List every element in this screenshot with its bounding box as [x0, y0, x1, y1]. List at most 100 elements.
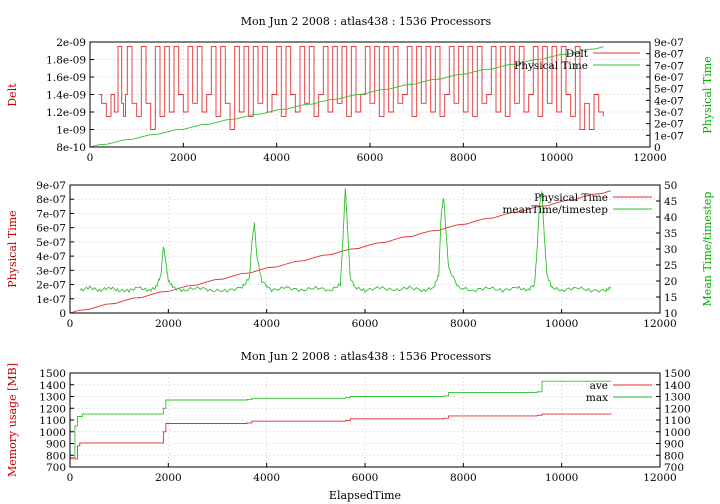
y-left-tick-label: 1.6e-09: [46, 72, 86, 84]
y-right-tick-label: 1300: [664, 392, 691, 404]
panel-3-legend: ave max: [586, 380, 652, 404]
legend-label-mean-time: meanTime/timestep: [502, 204, 608, 216]
y-left-tick-label: 1.4e-09: [46, 90, 86, 102]
y-left-tick-label: 1300: [39, 392, 66, 404]
series-line-ave: [70, 413, 612, 460]
series-line-max: [70, 380, 612, 459]
y-left-tick-label: 1.8e-09: [46, 55, 86, 67]
y-left-tick-label: 0: [59, 308, 66, 320]
x-tick-label: 8000: [450, 472, 477, 484]
x-tick-label: 2000: [170, 152, 197, 164]
y-right-tick-label: 900: [664, 439, 684, 451]
y-left-tick-label: 5e-07: [36, 237, 66, 249]
y-left-tick-label: 800: [46, 450, 66, 462]
y-left-tick-label: 2e-07: [36, 280, 66, 292]
x-tick-label: 6000: [357, 152, 384, 164]
y-right-tick-label: 0: [654, 142, 661, 154]
y-left-tick-label: 900: [46, 439, 66, 451]
y-right-tick-label: 50: [664, 180, 677, 192]
x-tick-label: 4000: [253, 472, 280, 484]
y-right-tick-label: 7e-07: [654, 60, 684, 72]
panel-1-right-axis-label: Physical Time: [701, 56, 714, 133]
panel-1-title: Mon Jun 2 2008 : atlas438 : 1536 Process…: [241, 15, 492, 28]
y-right-tick-label: 45: [664, 196, 677, 208]
panel-3-x-axis-label: ElapsedTime: [329, 489, 401, 502]
x-tick-label: 6000: [352, 472, 379, 484]
legend-label-max: max: [586, 392, 608, 404]
x-tick-label: 6000: [352, 318, 379, 330]
x-tick-label: 2000: [155, 472, 182, 484]
y-right-tick-label: 40: [664, 212, 677, 224]
y-right-tick-label: 3e-07: [654, 107, 684, 119]
panel-2-right-axis-label: Mean Time/timestep: [701, 192, 714, 307]
y-right-tick-label: 1000: [664, 427, 691, 439]
y-left-tick-label: 1400: [39, 380, 66, 392]
x-tick-label: 10000: [545, 318, 578, 330]
y-right-tick-label: 20: [664, 276, 677, 288]
y-left-tick-label: 1e-09: [56, 125, 86, 137]
panel-3-left-axis-label: Memory usage [MB]: [6, 363, 19, 477]
y-left-tick-label: 4e-07: [36, 251, 66, 263]
panel-2-legend: Physical Time meanTime/timestep: [502, 192, 652, 216]
panel-1-left-axis-label: Delt: [6, 83, 19, 107]
y-right-tick-label: 4e-07: [654, 95, 684, 107]
x-tick-label: 0: [67, 472, 74, 484]
y-right-tick-label: 1e-07: [654, 130, 684, 142]
y-right-tick-label: 1100: [664, 415, 691, 427]
chart-panel-1: Mon Jun 2 2008 : atlas438 : 1536 Process…: [6, 15, 714, 164]
x-tick-label: 8000: [450, 152, 477, 164]
y-right-tick-label: 1500: [664, 368, 691, 380]
y-right-tick-label: 8e-07: [654, 49, 684, 61]
panel-3-title: Mon Jun 2 2008 : atlas438 : 1536 Process…: [241, 350, 492, 363]
series-line-physical-time: [69, 190, 611, 314]
legend-label-physical-time: Physical Time: [514, 60, 588, 72]
panel-2-plot-frame: [69, 184, 661, 314]
y-right-tick-label: 15: [664, 292, 677, 304]
x-tick-label: 2000: [155, 318, 182, 330]
y-left-tick-label: 1e-07: [36, 294, 66, 306]
x-tick-label: 4000: [253, 318, 280, 330]
y-left-tick-label: 7e-07: [36, 208, 66, 220]
legend-label-physical-time-2: Physical Time: [534, 192, 608, 204]
y-right-tick-label: 1200: [664, 403, 691, 415]
x-tick-label: 12000: [643, 472, 676, 484]
y-right-tick-label: 30: [664, 244, 677, 256]
y-left-tick-label: 1000: [39, 427, 66, 439]
y-right-tick-label: 10: [664, 308, 677, 320]
y-left-tick-label: 3e-07: [36, 265, 66, 277]
y-left-tick-label: 700: [46, 462, 66, 474]
x-tick-label: 0: [67, 318, 74, 330]
panel-1-plot-frame: [89, 41, 651, 148]
y-left-tick-label: 9e-07: [36, 180, 66, 192]
x-tick-label: 8000: [450, 318, 477, 330]
x-tick-label: 10000: [540, 152, 573, 164]
y-left-tick-label: 1200: [39, 403, 66, 415]
x-tick-label: 12000: [633, 152, 666, 164]
series-line-meantime-timestep: [79, 187, 612, 293]
y-right-tick-label: 700: [664, 462, 684, 474]
y-left-tick-label: 1500: [39, 368, 66, 380]
chart-panel-3: Mon Jun 2 2008 : atlas438 : 1536 Process…: [6, 350, 691, 502]
legend-label-ave: ave: [590, 380, 608, 392]
series-line-physical-time: [89, 46, 604, 148]
x-tick-label: 12000: [643, 318, 676, 330]
y-right-tick-label: 1400: [664, 380, 691, 392]
x-tick-label: 0: [87, 152, 94, 164]
y-left-tick-label: 2e-09: [56, 37, 86, 49]
y-left-tick-label: 1100: [39, 415, 66, 427]
y-right-tick-label: 6e-07: [654, 72, 684, 84]
y-left-tick-label: 8e-07: [36, 194, 66, 206]
y-right-tick-label: 25: [664, 260, 677, 272]
chart-panel-2: 0 2000 4000 6000 8000 10000 1200001e-072e-073e…: [6, 180, 714, 330]
panel-3-plot-frame: [69, 372, 661, 468]
panel-1-legend: Delt Physical Time: [514, 48, 640, 72]
y-left-tick-label: 6e-07: [36, 223, 66, 235]
y-right-tick-label: 800: [664, 450, 684, 462]
x-tick-label: 4000: [263, 152, 290, 164]
series-line-delt: [99, 45, 604, 130]
y-left-tick-label: 8e-10: [56, 142, 86, 154]
y-right-tick-label: 2e-07: [654, 119, 684, 131]
y-left-tick-label: 1.2e-09: [46, 107, 86, 119]
y-right-tick-label: 9e-07: [654, 37, 684, 49]
